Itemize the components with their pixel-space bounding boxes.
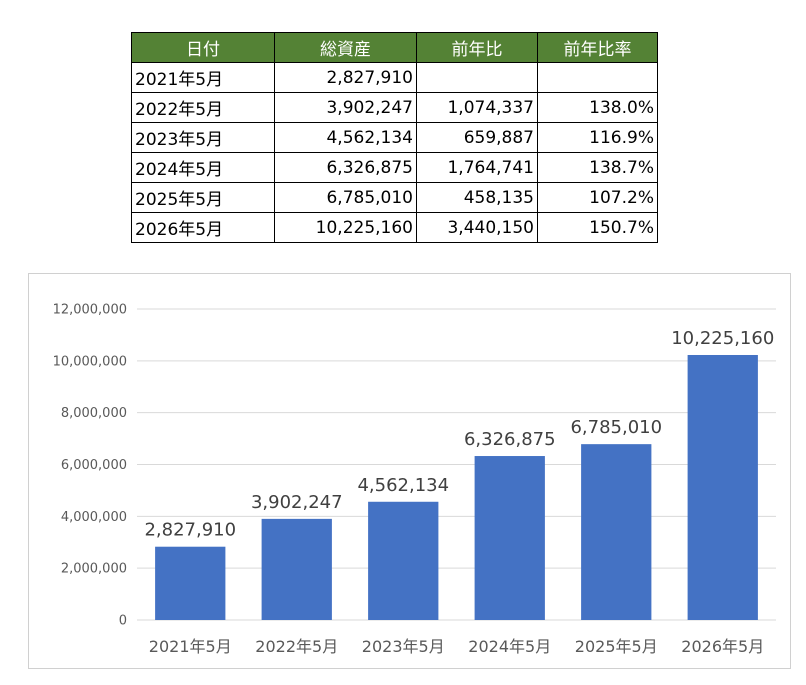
bar [261, 518, 332, 620]
data-label: 10,225,160 [671, 328, 774, 349]
data-label: 6,785,010 [570, 417, 662, 438]
table-row: 2026年5月 10,225,160 3,440,150 150.7% [131, 212, 658, 243]
row-date: 2022年5月 [131, 92, 275, 123]
data-label: 2,827,910 [144, 520, 236, 541]
row-yoy-diff: 1,764,741 [416, 152, 538, 183]
row-date: 2026年5月 [131, 212, 275, 243]
header-yoy-diff: 前年比 [416, 32, 538, 63]
row-total-assets: 10,225,160 [274, 212, 417, 243]
y-tick-label: 2,000,000 [61, 562, 127, 577]
header-date: 日付 [131, 32, 275, 63]
table-row: 2022年5月 3,902,247 1,074,337 138.0% [131, 92, 658, 123]
x-tick-label: 2026年5月 [681, 637, 764, 656]
x-tick-label: 2023年5月 [362, 637, 445, 656]
table-row: 2021年5月 2,827,910 [131, 62, 658, 93]
x-tick-label: 2021年5月 [149, 637, 232, 656]
table-row: 2023年5月 4,562,134 659,887 116.9% [131, 122, 658, 153]
y-tick-label: 6,000,000 [61, 458, 127, 473]
row-total-assets: 6,326,875 [274, 152, 417, 183]
header-total-assets: 総資産 [274, 32, 417, 63]
y-tick-label: 0 [119, 614, 127, 629]
table-header-row: 日付 総資産 前年比 前年比率 [131, 32, 658, 63]
bar [474, 456, 545, 620]
row-total-assets: 4,562,134 [274, 122, 417, 153]
y-tick-label: 4,000,000 [61, 510, 127, 525]
x-tick-label: 2025年5月 [575, 637, 658, 656]
row-date: 2025年5月 [131, 182, 275, 213]
table-row: 2025年5月 6,785,010 458,135 107.2% [131, 182, 658, 213]
row-date: 2023年5月 [131, 122, 275, 153]
x-tick-label: 2024年5月 [468, 637, 551, 656]
row-total-assets: 6,785,010 [274, 182, 417, 213]
data-label: 3,902,247 [251, 492, 343, 513]
row-yoy-ratio: 138.7% [537, 152, 658, 183]
x-tick-label: 2022年5月 [255, 637, 338, 656]
row-yoy-diff: 1,074,337 [416, 92, 538, 123]
row-yoy-ratio: 116.9% [537, 122, 658, 153]
row-total-assets: 2,827,910 [274, 62, 417, 93]
header-yoy-ratio: 前年比率 [537, 32, 658, 63]
table-row: 2024年5月 6,326,875 1,764,741 138.7% [131, 152, 658, 183]
row-yoy-ratio: 107.2% [537, 182, 658, 213]
row-date: 2024年5月 [131, 152, 275, 183]
row-yoy-diff: 458,135 [416, 182, 538, 213]
row-yoy-ratio: 150.7% [537, 212, 658, 243]
data-label: 4,562,134 [357, 475, 449, 496]
row-yoy-diff [416, 62, 538, 93]
row-yoy-diff: 659,887 [416, 122, 538, 153]
bar [155, 546, 226, 620]
bar-chart: 0 2,000,000 4,000,000 6,000,000 8,000,000 10,… [53, 303, 776, 656]
row-yoy-diff: 3,440,150 [416, 212, 538, 243]
bar [368, 501, 439, 620]
row-yoy-ratio: 138.0% [537, 92, 658, 123]
data-label: 6,326,875 [464, 429, 556, 450]
y-tick-label: 12,000,000 [53, 303, 127, 318]
row-yoy-ratio [537, 62, 658, 93]
y-tick-label: 10,000,000 [53, 354, 127, 369]
row-date: 2021年5月 [131, 62, 275, 93]
bar-chart-area: 0 2,000,000 4,000,000 6,000,000 8,000,000 10,… [28, 273, 791, 669]
bar [687, 354, 758, 620]
asset-table: 日付 総資産 前年比 前年比率 2021年5月 2,827,910 2022年5月 3… [131, 32, 658, 243]
row-total-assets: 3,902,247 [274, 92, 417, 123]
y-tick-label: 8,000,000 [61, 406, 127, 421]
bar [581, 444, 652, 620]
